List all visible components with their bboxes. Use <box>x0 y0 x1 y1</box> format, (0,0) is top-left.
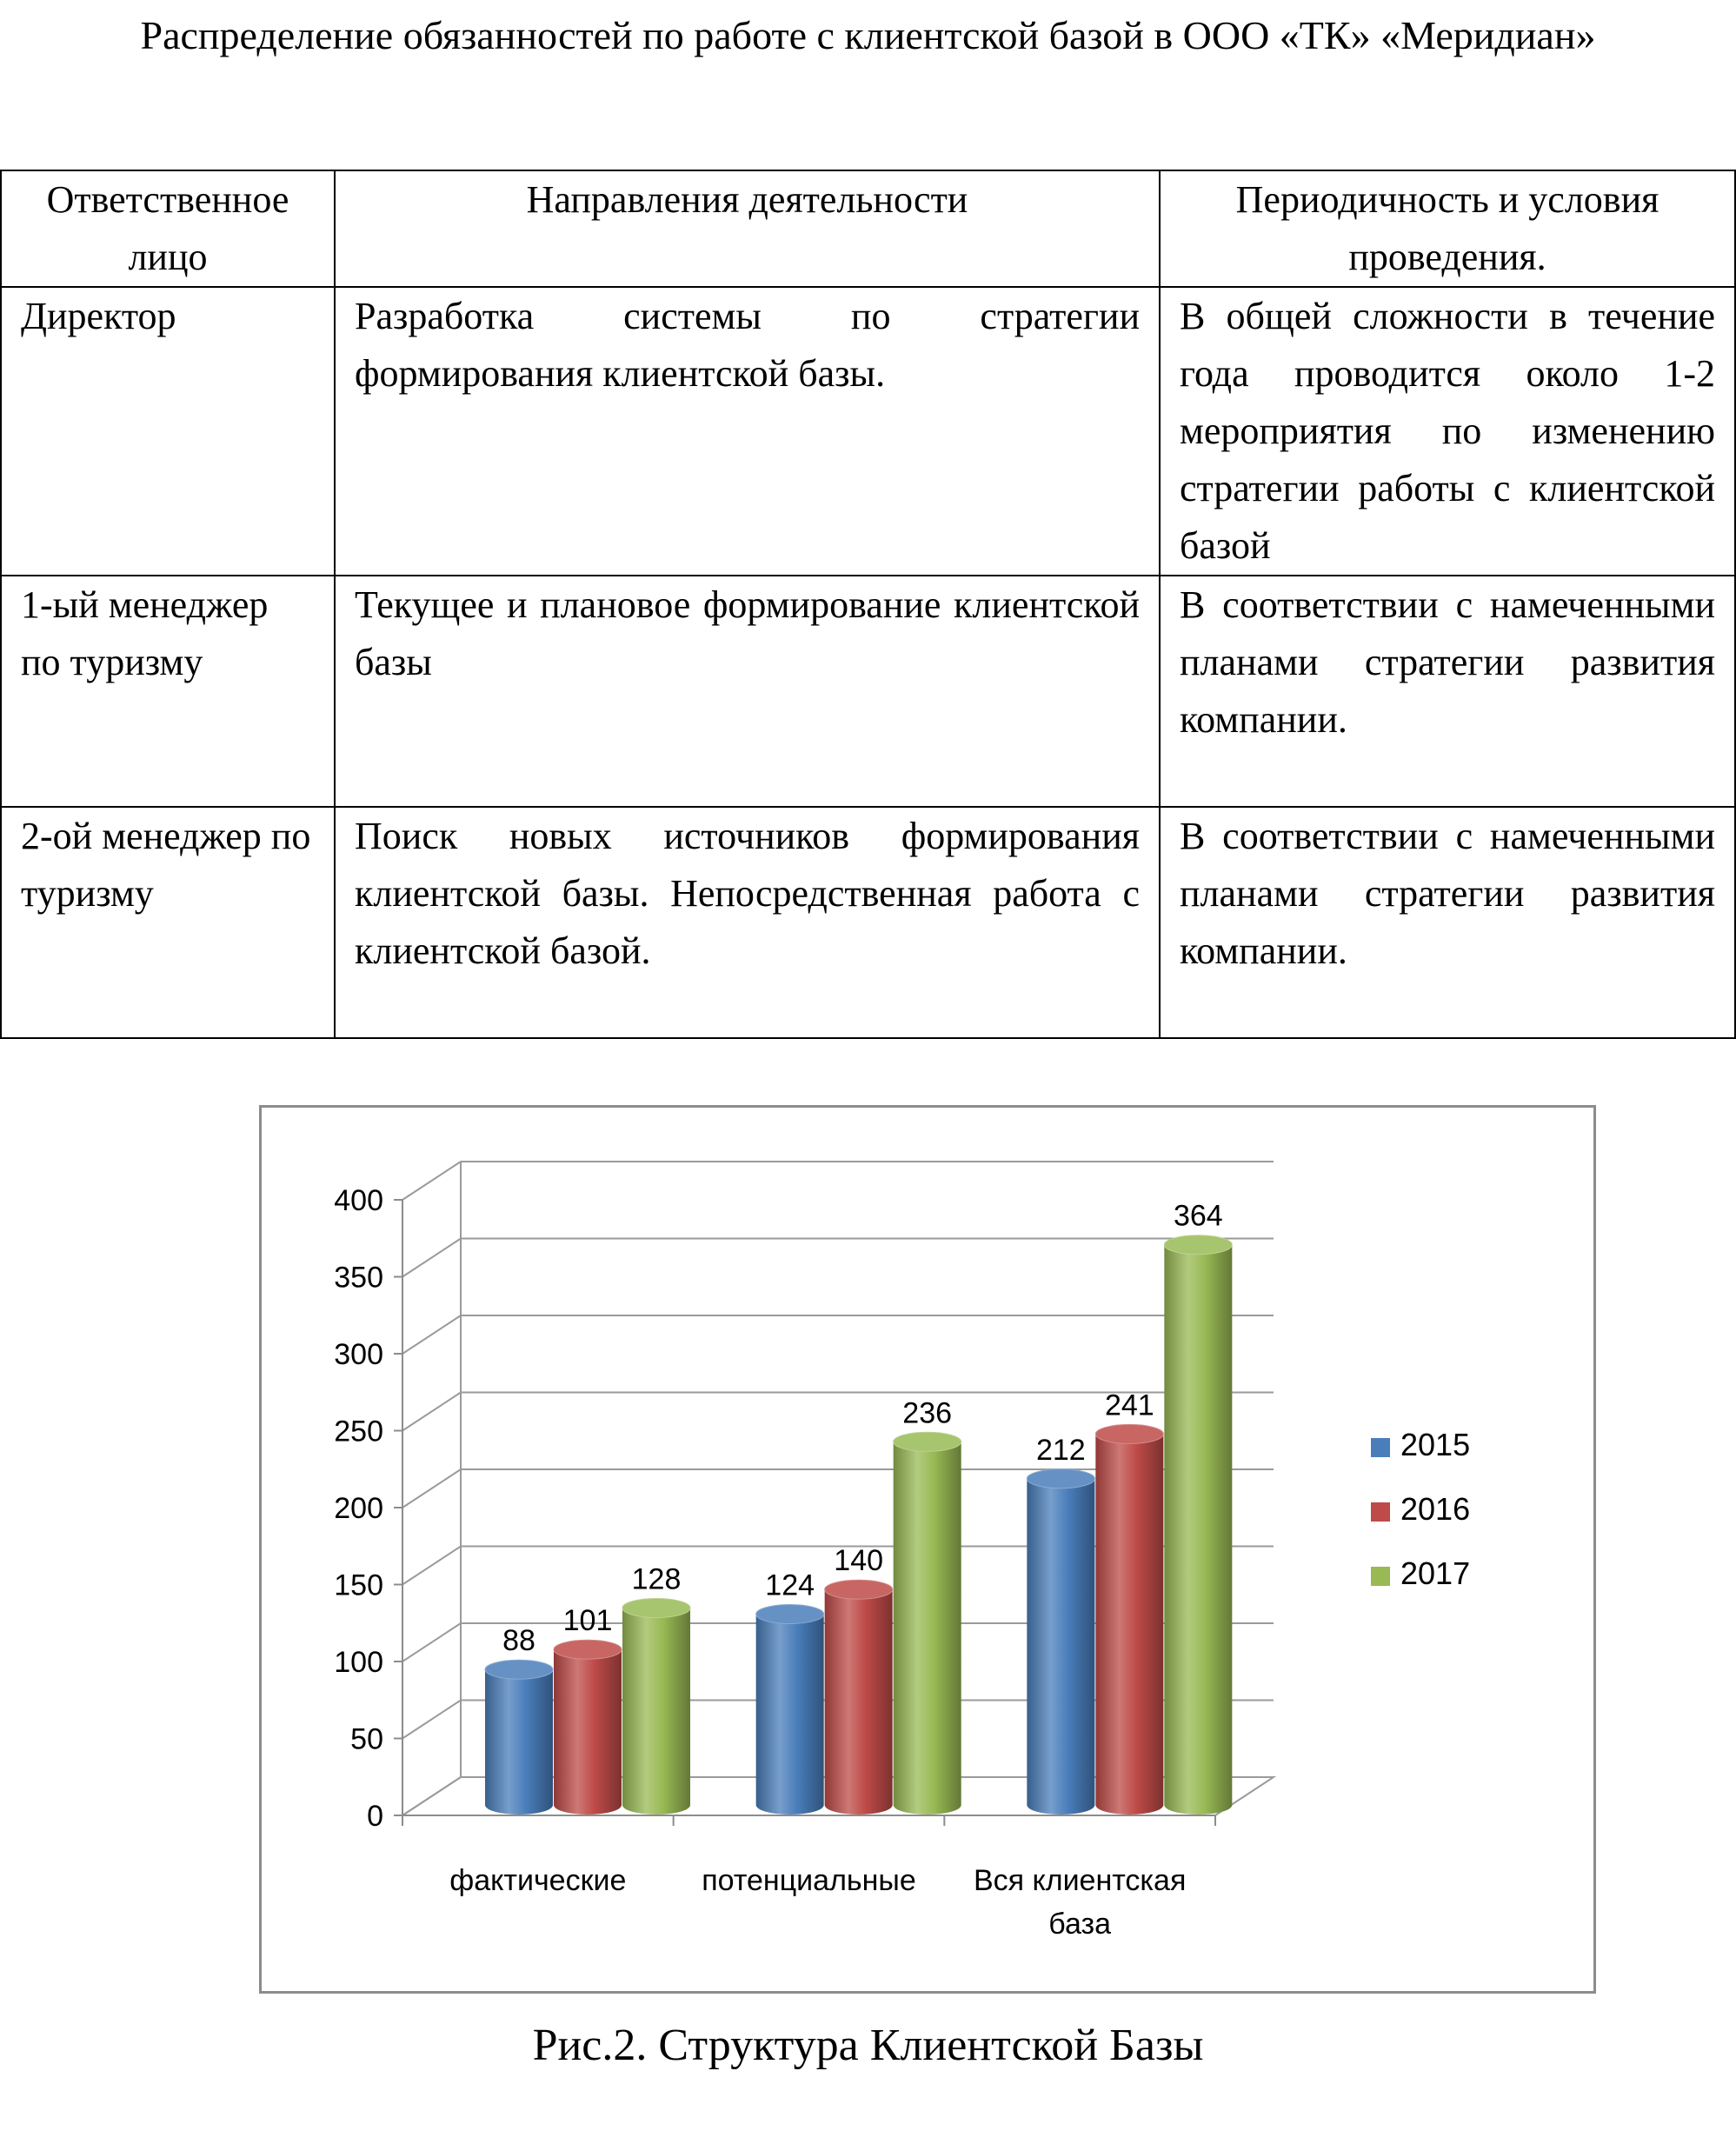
y-tick-label: 200 <box>334 1492 383 1525</box>
bar-2017-2 <box>1163 1235 1233 1815</box>
gridline-side <box>402 1315 462 1355</box>
data-label: 140 <box>834 1544 883 1577</box>
cell-person: 2-ой менеджер по туризму <box>0 806 336 1039</box>
document-title: Распределение обязанностей по работе с к… <box>140 13 1596 57</box>
data-label: 88 <box>502 1624 535 1657</box>
gridline-side <box>402 1391 462 1432</box>
gridline-side <box>402 1237 462 1278</box>
x-tick-label: потенциальные <box>702 1864 916 1897</box>
cell-person: Директор <box>0 286 336 576</box>
y-tick-label: 100 <box>334 1646 383 1679</box>
x-tick-label: Вся клиентская база <box>974 1864 1186 1941</box>
legend-label: 2017 <box>1400 1555 1470 1591</box>
bar-2015-1 <box>755 1604 825 1815</box>
bar-2015-0 <box>484 1659 554 1815</box>
gridline-side <box>402 1699 462 1740</box>
table-row: 2-ой менеджер по туризму Поиск новых ист… <box>0 806 1736 1039</box>
legend-label: 2015 <box>1400 1427 1470 1462</box>
data-label: 241 <box>1105 1388 1154 1422</box>
bar-2017-0 <box>622 1597 691 1815</box>
legend-swatch <box>1371 1502 1390 1522</box>
data-label: 364 <box>1174 1200 1223 1233</box>
cell-activity: Текущее и плановое формирование клиентск… <box>334 575 1161 808</box>
gridline-side <box>402 1622 462 1662</box>
y-tick-label: 300 <box>334 1338 383 1371</box>
data-label: 124 <box>765 1569 815 1602</box>
legend-label: 2016 <box>1400 1491 1470 1527</box>
duties-table: Ответственное лицо Направления деятельно… <box>0 170 1736 1039</box>
cell-period: В общей сложности в течение года проводи… <box>1159 286 1736 576</box>
header-period: Периодичность и условия проведения. <box>1159 170 1736 288</box>
cell-period: В соответствии с намеченными планами стр… <box>1159 575 1736 808</box>
gridline-side <box>402 1468 462 1508</box>
bar-2017-1 <box>893 1431 962 1815</box>
cell-activity: Поиск новых источников формирования клие… <box>334 806 1161 1039</box>
bar-2016-1 <box>824 1579 894 1815</box>
gridline-side <box>402 1545 462 1586</box>
gridline-side <box>402 1161 462 1201</box>
bar-2016-2 <box>1094 1423 1164 1815</box>
y-tick-label: 350 <box>334 1262 383 1295</box>
cell-activity: Разработка системы по стратегии формиров… <box>334 286 1161 576</box>
data-label: 101 <box>563 1604 613 1637</box>
cell-period: В соответствии с намеченными планами стр… <box>1159 806 1736 1039</box>
chart-frame: 0 50 100 150 200 250 300 350 400 фактические потен… <box>259 1105 1596 1994</box>
y-tick-label: 50 <box>350 1723 383 1756</box>
y-tick-label: 0 <box>367 1800 383 1833</box>
figure-caption: Рис.2. Структура Клиентской Базы <box>532 2021 1204 2070</box>
data-label: 128 <box>632 1562 682 1595</box>
data-label: 212 <box>1036 1434 1086 1467</box>
bar-2015-2 <box>1026 1468 1095 1815</box>
table-row: 1-ый менеджер по туризму Текущее и плано… <box>0 575 1736 808</box>
x-tick-label: фактические <box>449 1864 626 1897</box>
table-header-row: Ответственное лицо Направления деятельно… <box>0 170 1736 288</box>
legend-swatch <box>1371 1567 1390 1586</box>
header-activity: Направления деятельности <box>334 170 1161 288</box>
y-tick-label: 150 <box>334 1569 383 1602</box>
bar-2016-0 <box>553 1639 622 1815</box>
y-tick-label: 400 <box>334 1184 383 1217</box>
header-person: Ответственное лицо <box>0 170 336 288</box>
client-base-chart: 0 50 100 150 200 250 300 350 400 фактические потен… <box>334 1161 1470 1941</box>
table-row: Директор Разработка системы по стратегии… <box>0 286 1736 576</box>
data-label: 236 <box>902 1396 952 1429</box>
cell-person: 1-ый менеджер по туризму <box>0 575 336 808</box>
legend-swatch <box>1371 1438 1390 1457</box>
y-tick-label: 250 <box>334 1415 383 1448</box>
